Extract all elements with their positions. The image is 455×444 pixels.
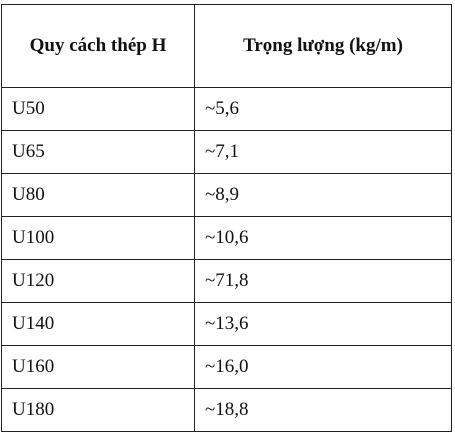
cell-specification: U65 xyxy=(1,130,195,174)
cell-weight: ~13,6 xyxy=(194,302,452,346)
cell-specification: U100 xyxy=(1,216,195,260)
cell-weight: ~71,8 xyxy=(194,259,452,303)
header-specification: Quy cách thép H xyxy=(1,4,195,88)
cell-weight: ~5,6 xyxy=(194,87,452,131)
cell-weight: ~18,8 xyxy=(194,388,452,432)
cell-weight: ~16,0 xyxy=(194,345,452,389)
steel-weight-table: Quy cách thép H Trọng lượng (kg/m) U50 ~… xyxy=(1,4,452,432)
header-weight: Trọng lượng (kg/m) xyxy=(194,4,452,88)
cell-weight: ~8,9 xyxy=(194,173,452,217)
table-row: U65 ~7,1 xyxy=(1,130,452,174)
table-row: U80 ~8,9 xyxy=(1,173,452,217)
table-header-row: Quy cách thép H Trọng lượng (kg/m) xyxy=(1,4,452,88)
table-row: U140 ~13,6 xyxy=(1,302,452,346)
table-row: U120 ~71,8 xyxy=(1,259,452,303)
table-row: U180 ~18,8 xyxy=(1,388,452,432)
cell-specification: U140 xyxy=(1,302,195,346)
cell-specification: U50 xyxy=(1,87,195,131)
cell-specification: U160 xyxy=(1,345,195,389)
cell-specification: U80 xyxy=(1,173,195,217)
table-row: U100 ~10,6 xyxy=(1,216,452,260)
cell-weight: ~10,6 xyxy=(194,216,452,260)
cell-weight: ~7,1 xyxy=(194,130,452,174)
table-row: U160 ~16,0 xyxy=(1,345,452,389)
cell-specification: U120 xyxy=(1,259,195,303)
cell-specification: U180 xyxy=(1,388,195,432)
table-row: U50 ~5,6 xyxy=(1,87,452,131)
